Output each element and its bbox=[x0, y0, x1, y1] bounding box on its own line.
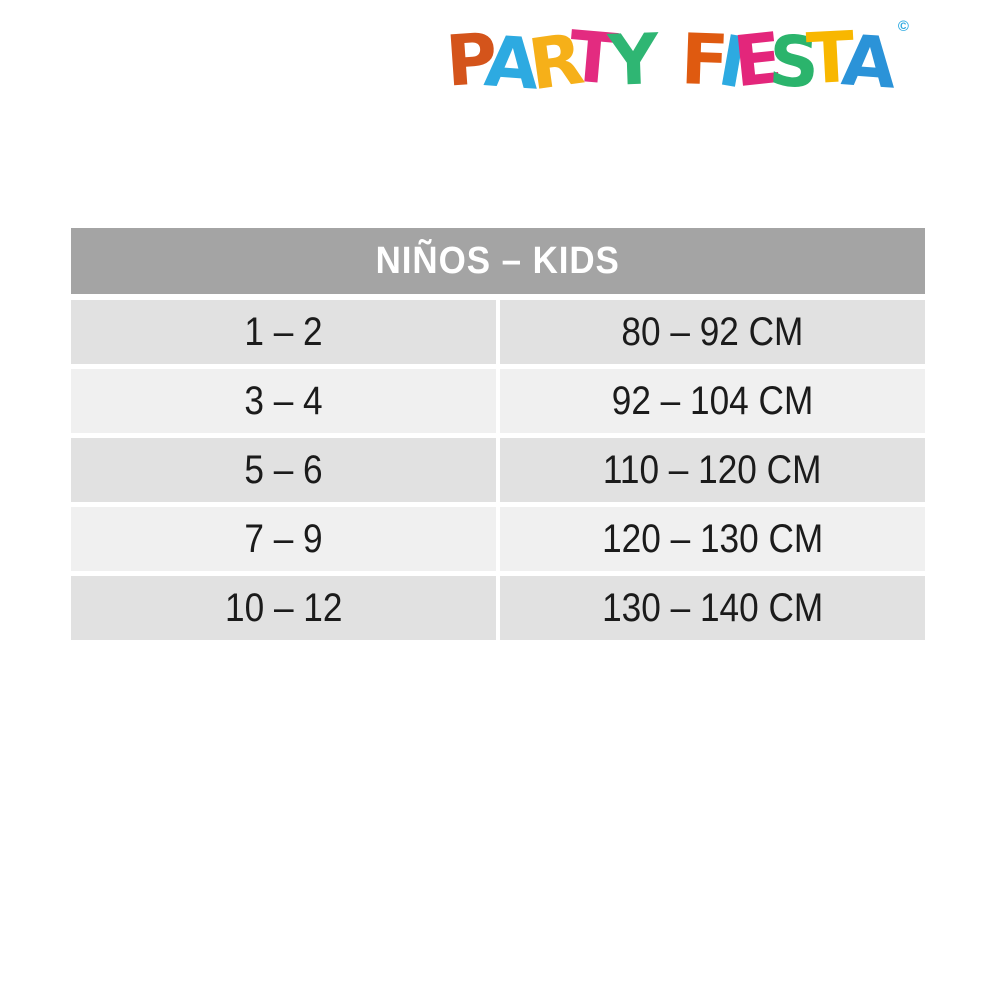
table-row: 1 – 2 80 – 92 CM bbox=[71, 300, 925, 364]
age-value: 7 – 9 bbox=[244, 516, 323, 561]
age-cell: 10 – 12 bbox=[71, 576, 496, 640]
age-value: 5 – 6 bbox=[244, 447, 323, 492]
size-chart-table: NIÑOS – KIDS 1 – 2 80 – 92 CM 3 – 4 92 –… bbox=[71, 228, 925, 640]
height-value: 130 – 140 CM bbox=[601, 585, 824, 630]
age-value: 3 – 4 bbox=[244, 378, 323, 423]
age-cell: 1 – 2 bbox=[71, 300, 496, 364]
table-row: 7 – 9 120 – 130 CM bbox=[71, 507, 925, 571]
logo-letter-y: Y bbox=[606, 18, 661, 102]
height-value: 120 – 130 CM bbox=[601, 516, 824, 561]
table-row: 10 – 12 130 – 140 CM bbox=[71, 576, 925, 640]
age-value: 1 – 2 bbox=[244, 309, 323, 354]
copyright-icon: © bbox=[897, 17, 909, 35]
age-value: 10 – 12 bbox=[224, 585, 343, 630]
height-cell: 92 – 104 CM bbox=[500, 369, 925, 433]
height-cell: 120 – 130 CM bbox=[500, 507, 925, 571]
table-row: 5 – 6 110 – 120 CM bbox=[71, 438, 925, 502]
age-cell: 5 – 6 bbox=[71, 438, 496, 502]
table-header: NIÑOS – KIDS bbox=[71, 228, 925, 294]
height-cell: 80 – 92 CM bbox=[500, 300, 925, 364]
height-value: 110 – 120 CM bbox=[603, 447, 822, 492]
table-header-label: NIÑOS – KIDS bbox=[375, 239, 621, 282]
logo-word-fiesta: F I E S T A bbox=[679, 16, 898, 105]
party-fiesta-logo: P A R T Y F I E S T A © bbox=[443, 12, 986, 108]
age-cell: 3 – 4 bbox=[71, 369, 496, 433]
table-row: 3 – 4 92 – 104 CM bbox=[71, 369, 925, 433]
age-cell: 7 – 9 bbox=[71, 507, 496, 571]
height-value: 80 – 92 CM bbox=[621, 309, 804, 354]
logo-letter-a2: A bbox=[838, 19, 899, 105]
height-value: 92 – 104 CM bbox=[611, 378, 814, 423]
logo-word-party: P A R T Y bbox=[443, 15, 661, 106]
height-cell: 130 – 140 CM bbox=[500, 576, 925, 640]
height-cell: 110 – 120 CM bbox=[500, 438, 925, 502]
